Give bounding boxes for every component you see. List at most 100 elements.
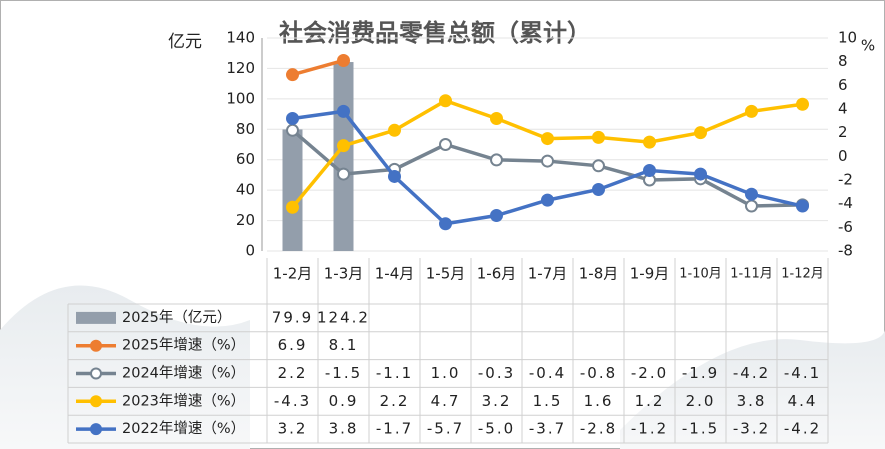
table-value: 2.2 [380, 392, 410, 410]
y-tick-label: 60 [236, 150, 255, 168]
y-tick-label: 100 [226, 89, 255, 107]
marker [286, 200, 299, 214]
line [292, 58, 344, 77]
marker [439, 94, 452, 108]
table-value: 4.4 [788, 392, 818, 410]
marker [490, 153, 503, 167]
table-value: -1.5 [682, 420, 719, 438]
table-value: -2.0 [631, 364, 668, 382]
x-tick-label: 1-9月 [630, 265, 670, 283]
table-value: 8.1 [329, 336, 359, 354]
x-tick-label: 1-10月 [679, 267, 722, 282]
table-value: -3.7 [529, 420, 566, 438]
table-value: 2.2 [278, 364, 308, 382]
marker [337, 167, 350, 181]
table-value: -1.2 [631, 420, 668, 438]
x-tick-label: 1-2月 [273, 265, 313, 283]
table-value: -0.4 [529, 364, 566, 382]
marker [337, 53, 350, 67]
table-value: -4.2 [733, 364, 770, 382]
marker [490, 209, 503, 222]
table-value: -0.8 [580, 364, 617, 382]
y-tick-label: 0 [245, 242, 255, 260]
x-tick-label: 1-3月 [324, 265, 364, 283]
landscape [0, 285, 250, 449]
legend-symbol [90, 367, 102, 380]
marker [286, 111, 299, 125]
table-value: 2.0 [686, 392, 716, 410]
marker [286, 123, 299, 137]
y-tick-label: 80 [236, 120, 255, 138]
table-value: 1.2 [635, 392, 665, 410]
legend-symbol [90, 339, 102, 352]
x-tick-label: 1-4月 [375, 265, 415, 283]
y2-tick-label: 2 [838, 123, 848, 141]
table-value: 1.5 [533, 392, 563, 410]
x-tick-label: 1-6月 [477, 265, 517, 283]
marker [541, 193, 554, 207]
marker [592, 182, 605, 196]
marker [439, 217, 452, 231]
legend-label: 2023年增速（%） [122, 392, 245, 409]
table-value: 79.9 [272, 308, 313, 326]
bar [282, 129, 303, 251]
table-value: -5.7 [427, 420, 464, 438]
marker [643, 135, 656, 149]
x-tick-label: 1-8月 [579, 265, 619, 283]
table-value: 124.2 [317, 308, 370, 326]
table-value: 3.2 [278, 420, 308, 438]
table-value: -2.8 [580, 420, 617, 438]
marker [337, 104, 350, 118]
table-value: 1.0 [431, 364, 461, 382]
y-tick-label: 120 [226, 59, 255, 77]
legend-symbol [90, 423, 102, 436]
marker [541, 154, 554, 168]
table-value: -4.2 [784, 420, 821, 438]
table-value: -0.3 [478, 364, 515, 382]
table-value: -1.9 [682, 364, 719, 382]
marker [796, 97, 809, 111]
table-value: 6.9 [278, 336, 308, 354]
marker [286, 68, 299, 82]
marker [745, 104, 758, 118]
marker [592, 159, 605, 173]
legend-label: 2024年增速（%） [122, 365, 245, 382]
marker [490, 111, 503, 125]
marker [694, 126, 707, 140]
y2-axis-label: % [861, 37, 875, 55]
marker [337, 139, 350, 153]
table-value: 3.2 [482, 392, 512, 410]
table-value: 0.9 [329, 392, 359, 410]
x-tick-label: 1-5月 [426, 265, 466, 283]
y2-tick-label: 0 [838, 147, 848, 165]
table-value: -1.5 [325, 364, 362, 382]
x-tick-label: 1-12月 [781, 267, 824, 282]
marker [388, 169, 401, 183]
y2-tick-label: -4 [838, 194, 853, 212]
y2-tick-label: -2 [838, 171, 853, 189]
marker [745, 199, 758, 213]
table-value: -1.7 [376, 420, 413, 438]
table-value: -5.0 [478, 420, 515, 438]
table-value: -4.1 [784, 364, 821, 382]
y2-tick-label: -6 [838, 218, 853, 236]
table-value: -3.2 [733, 420, 770, 438]
y2-tick-label: 4 [838, 100, 848, 118]
legend-symbol [90, 395, 102, 408]
table-value: 1.6 [584, 392, 614, 410]
y-tick-label: 140 [226, 29, 255, 47]
table-value: 4.7 [431, 392, 461, 410]
legend-symbol [76, 311, 116, 324]
y2-tick-label: 8 [838, 52, 848, 70]
legend-label: 2025年（亿元） [122, 309, 231, 326]
y2-tick-label: -8 [838, 242, 853, 260]
marker [439, 138, 452, 151]
table-value: 3.8 [737, 392, 767, 410]
marker [592, 130, 605, 144]
marker [388, 123, 401, 137]
legend-label: 2025年增速（%） [122, 337, 245, 354]
chart-title: 社会消费品零售总额（累计） [279, 19, 591, 47]
table-value: -1.1 [376, 364, 413, 382]
table-value: -4.3 [274, 392, 311, 410]
